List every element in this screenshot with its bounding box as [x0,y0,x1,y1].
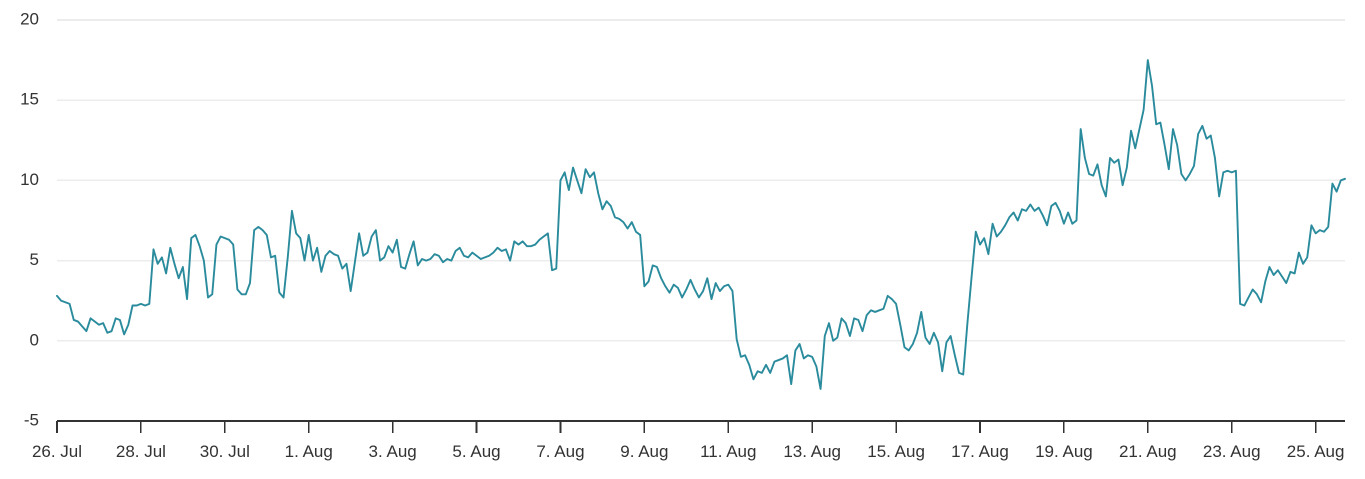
y-tick-label: 15 [20,90,39,109]
x-axis-tick-labels: 26. Jul 28. Jul 30. Jul 1. Aug 3. Aug 5. Aug 7… [32,442,1345,461]
x-tick-label: 19. Aug [1035,442,1093,461]
x-tick-label: 1. Aug [285,442,333,461]
x-axis [56,420,1345,433]
y-tick-label: -5 [24,410,39,429]
gridlines-group [57,19,1345,342]
y-tick-label: 10 [20,170,39,189]
x-tick-label: 7. Aug [536,442,584,461]
series-group [56,59,1346,390]
y-tick-label: 5 [30,250,39,269]
x-tick-label: 9. Aug [620,442,668,461]
x-tick-label: 5. Aug [452,442,500,461]
x-tick-label: 3. Aug [369,442,417,461]
x-tick-label: 15. Aug [867,442,925,461]
x-tick-label: 11. Aug [700,442,756,461]
x-tick-label: 13. Aug [783,442,841,461]
x-tick-label: 25. Aug [1287,442,1345,461]
y-tick-label: 20 [20,9,39,28]
x-tick-label: 21. Aug [1119,442,1177,461]
x-tick-label: 30. Jul [200,442,250,461]
y-tick-label: 0 [30,330,39,349]
x-tick-label: 23. Aug [1203,442,1261,461]
x-tick-label: 17. Aug [951,442,1009,461]
x-tick-label: 28. Jul [116,442,166,461]
y-axis-tick-labels: -5 0 5 10 15 20 [20,9,39,429]
series-line-value [56,59,1346,390]
x-tick-label: 26. Jul [32,442,82,461]
